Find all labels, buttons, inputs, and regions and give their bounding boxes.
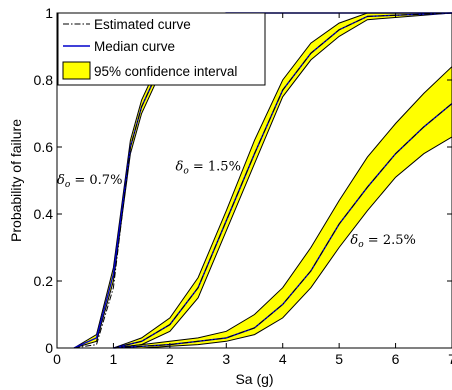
annotation-symbol: δ (350, 233, 358, 248)
estimated-curve-2 (113, 12, 452, 349)
estimated-curves (73, 12, 452, 349)
annotation-symbol: δ (176, 159, 184, 174)
annotation-2: δo = 1.5% (176, 159, 241, 176)
legend-box (57, 12, 266, 86)
y-tick-label: 0.4 (34, 206, 54, 222)
annotation-1: δo = 0.7% (57, 173, 122, 190)
x-tick-label: 3 (222, 351, 230, 367)
legend-label-3: 95% confidence interval (94, 64, 237, 79)
annotation-subscript: o (358, 240, 364, 250)
annotation-value: = 0.7% (70, 173, 122, 188)
axis-ticks: 0 1 2 3 4 5 6 7 0 0.2 0.4 0.6 0.8 1 (34, 5, 452, 367)
x-tick-label: 0 (53, 351, 61, 367)
annotation-value: = 2.5% (364, 233, 416, 248)
x-axis-label: Sa (g) (235, 371, 273, 387)
y-tick-label: 1 (45, 5, 53, 21)
x-tick-label: 5 (335, 351, 343, 367)
legend-label-2: Median curve (94, 39, 175, 54)
legend-label-1: Estimated curve (94, 17, 191, 32)
estimated-curve-1 (73, 12, 452, 349)
confidence-bands (73, 12, 452, 349)
x-tick-label: 1 (110, 351, 118, 367)
y-tick-label: 0 (45, 340, 53, 356)
annotation-subscript: o (65, 180, 71, 190)
y-axis-label: Probability of failure (8, 119, 24, 242)
y-tick-label: 0.2 (34, 273, 54, 289)
band-upper-edge-2 (113, 12, 452, 349)
band-lower-edge-2 (113, 12, 452, 349)
legend: Estimated curve Median curve 95% confidenc… (57, 12, 266, 86)
confidence-band-3 (113, 66, 452, 348)
annotation-3: δo = 2.5% (350, 233, 415, 250)
x-tick-label: 7 (448, 351, 452, 367)
x-tick-label: 4 (279, 351, 287, 367)
x-tick-label: 2 (166, 351, 174, 367)
annotation-subscript: o (183, 166, 189, 176)
x-tick-label: 6 (392, 351, 400, 367)
y-tick-label: 0.8 (34, 72, 54, 88)
curve-annotations: δo = 0.7%δo = 1.5%δo = 2.5% (57, 159, 416, 250)
annotation-symbol: δ (57, 173, 65, 188)
y-tick-label: 0.6 (34, 139, 54, 155)
legend-swatch-ci (62, 61, 91, 80)
estimated-curve-3 (113, 103, 452, 349)
annotation-value: = 1.5% (189, 159, 241, 174)
band-upper-edge-3 (113, 66, 452, 349)
